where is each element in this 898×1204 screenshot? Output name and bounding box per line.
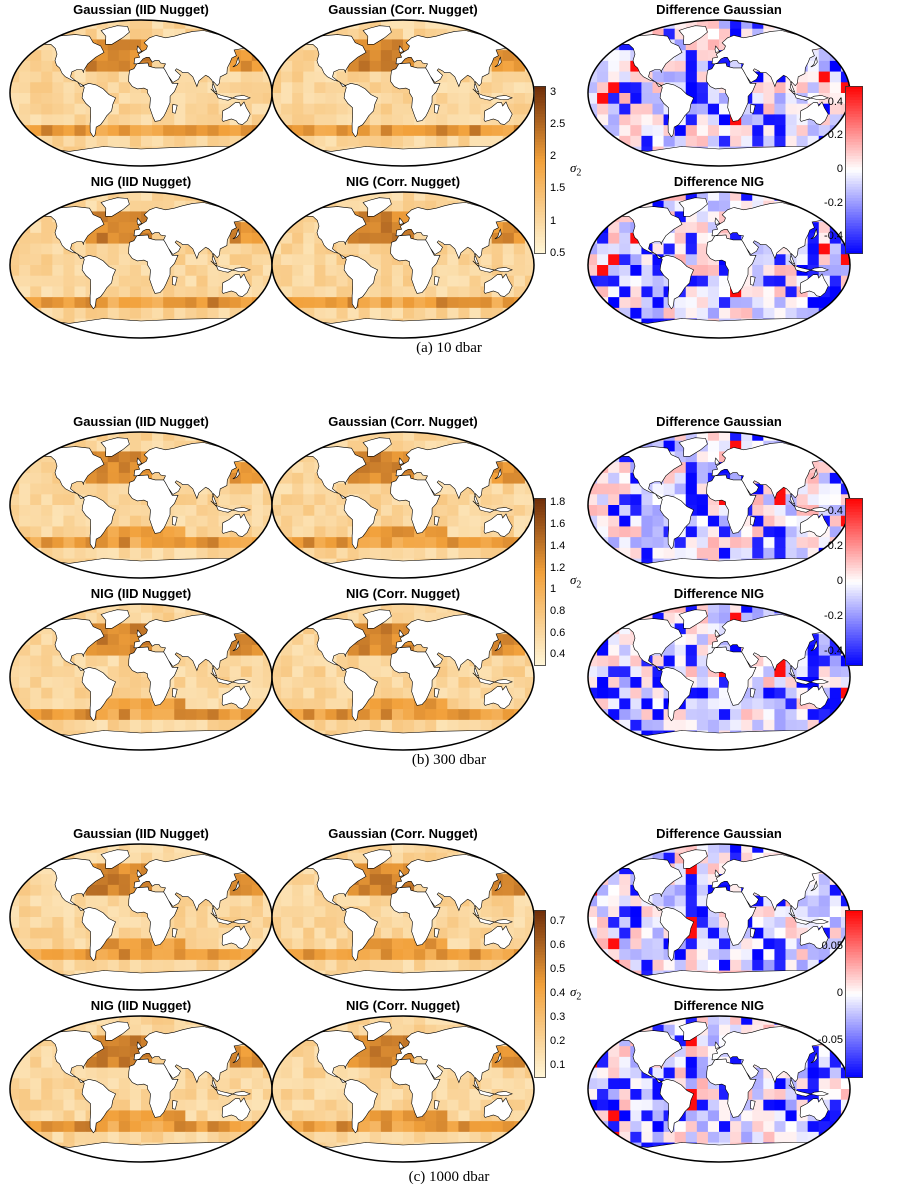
sigma-map: [270, 602, 536, 752]
colorbar-tick-label: 0: [815, 987, 843, 999]
panel-title: Gaussian (IID Nugget): [8, 414, 274, 429]
difference-map: [586, 1014, 852, 1164]
colorbar-tick-label: 2.5: [550, 118, 565, 130]
sigma-map: [270, 18, 536, 168]
colorbar-tick-label: 0.3: [550, 1011, 565, 1023]
colorbar-tick-label: 0.5: [550, 247, 565, 259]
colorbar-tick-label: 0.5: [550, 963, 565, 975]
panel-title: Gaussian (IID Nugget): [8, 2, 274, 17]
panel-title: Gaussian (Corr. Nugget): [270, 826, 536, 841]
difference-map: [586, 842, 852, 992]
colorbar-tick-label: 0.1: [550, 1059, 565, 1071]
sigma-map: [8, 842, 274, 992]
panel-title: NIG (Corr. Nugget): [270, 998, 536, 1013]
difference-map: [586, 602, 852, 752]
sigma-map: [8, 602, 274, 752]
colorbar-label-subscript: 2: [576, 168, 581, 179]
colorbar-tick-label: 1: [550, 583, 556, 595]
colorbar-tick-label: 0.4: [815, 505, 843, 517]
colorbar-tick-label: 0.4: [550, 648, 565, 660]
panel-title: NIG (Corr. Nugget): [270, 174, 536, 189]
panel-title: Difference Gaussian: [586, 2, 852, 17]
panel-title: NIG (IID Nugget): [8, 174, 274, 189]
colorbar-tick-label: 1.5: [550, 182, 565, 194]
subfigure-caption: (a) 10 dbar: [0, 340, 898, 357]
colorbar-tick-label: 0.6: [550, 939, 565, 951]
colorbar-tick-label: 1.6: [550, 518, 565, 530]
difference-colorbar: [845, 498, 863, 666]
colorbar-tick-label: 2: [550, 150, 556, 162]
colorbar-tick-label: 0.7: [550, 915, 565, 927]
panel-title: NIG (IID Nugget): [8, 998, 274, 1013]
sigma-map: [8, 430, 274, 580]
difference-map: [586, 18, 852, 168]
colorbar-tick-label: 1: [550, 215, 556, 227]
sigma-map: [8, 190, 274, 340]
colorbar-tick-label: 0.2: [550, 1035, 565, 1047]
colorbar-tick-label: 0.4: [550, 987, 565, 999]
colorbar-tick-label: -0.2: [815, 610, 843, 622]
sigma-map: [270, 430, 536, 580]
colorbar-tick-label: 0.6: [550, 627, 565, 639]
colorbar-tick-label: 0.4: [815, 96, 843, 108]
colorbar-tick-label: 0: [815, 575, 843, 587]
sigma-map: [8, 18, 274, 168]
colorbar-label-subscript: 2: [576, 580, 581, 591]
sigma-colorbar: [534, 910, 546, 1078]
colorbar-tick-label: 0.05: [815, 940, 843, 952]
difference-colorbar: [845, 86, 863, 254]
subfigure-caption: (c) 1000 dbar: [0, 1169, 898, 1186]
colorbar-label-subscript: 2: [576, 992, 581, 1003]
colorbar-tick-label: 1.8: [550, 496, 565, 508]
panel-title: Difference NIG: [586, 174, 852, 189]
panel-title: Gaussian (Corr. Nugget): [270, 414, 536, 429]
colorbar-label: σ2: [570, 160, 581, 179]
panel-title: Difference NIG: [586, 586, 852, 601]
colorbar-tick-label: -0.05: [815, 1034, 843, 1046]
sigma-map: [270, 1014, 536, 1164]
colorbar-tick-label: -0.4: [815, 645, 843, 657]
colorbar-tick-label: 0.8: [550, 605, 565, 617]
panel-title: Difference NIG: [586, 998, 852, 1013]
sigma-map: [270, 190, 536, 340]
figure-row-0: Gaussian (IID Nugget)Gaussian (Corr. Nug…: [0, 0, 898, 380]
sigma-map: [270, 842, 536, 992]
figure-row-2: Gaussian (IID Nugget)Gaussian (Corr. Nug…: [0, 824, 898, 1204]
colorbar-tick-label: 1.4: [550, 540, 565, 552]
panel-title: Difference Gaussian: [586, 826, 852, 841]
panel-title: Gaussian (IID Nugget): [8, 826, 274, 841]
colorbar-tick-label: -0.2: [815, 197, 843, 209]
figure-row-1: Gaussian (IID Nugget)Gaussian (Corr. Nug…: [0, 412, 898, 792]
panel-title: Difference Gaussian: [586, 414, 852, 429]
difference-map: [586, 430, 852, 580]
panel-title: Gaussian (Corr. Nugget): [270, 2, 536, 17]
difference-map: [586, 190, 852, 340]
sigma-colorbar: [534, 86, 546, 254]
difference-colorbar: [845, 910, 863, 1078]
panel-title: NIG (Corr. Nugget): [270, 586, 536, 601]
sigma-map: [8, 1014, 274, 1164]
colorbar-label: σ2: [570, 984, 581, 1003]
colorbar-tick-label: 1.2: [550, 562, 565, 574]
sigma-colorbar: [534, 498, 546, 666]
colorbar-tick-label: 0.2: [815, 540, 843, 552]
colorbar-tick-label: 0: [815, 163, 843, 175]
colorbar-tick-label: -0.4: [815, 230, 843, 242]
subfigure-caption: (b) 300 dbar: [0, 752, 898, 769]
colorbar-label: σ2: [570, 572, 581, 591]
colorbar-tick-label: 3: [550, 86, 556, 98]
panel-title: NIG (IID Nugget): [8, 586, 274, 601]
colorbar-tick-label: 0.2: [815, 129, 843, 141]
